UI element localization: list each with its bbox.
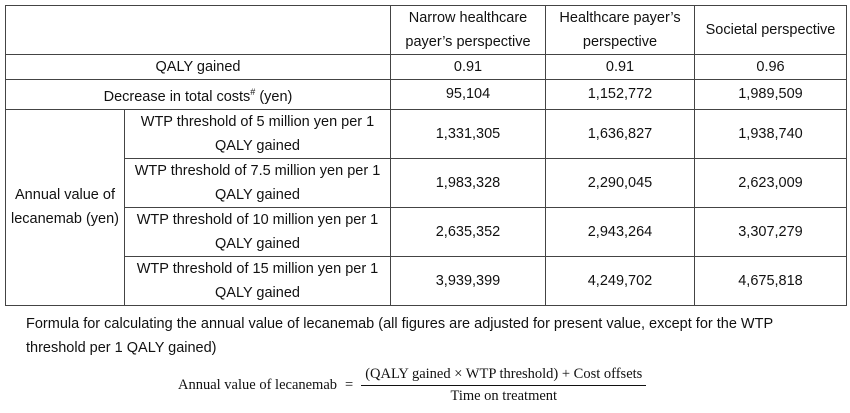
qaly-row: QALY gained 0.91 0.91 0.96 (5, 54, 847, 80)
qaly-value: 0.91 (390, 54, 546, 80)
cost-row: Decrease in total costs# (yen) 95,104 1,… (5, 79, 847, 110)
wtp-label: WTP threshold of 5 million yen per 1 QAL… (124, 108, 391, 159)
cost-label-unit: (yen) (255, 88, 293, 105)
wtp-value: 2,623,009 (694, 157, 847, 208)
wtp-label: WTP threshold of 7.5 million yen per 1 Q… (124, 157, 391, 208)
qaly-value: 0.96 (694, 54, 847, 80)
wtp-value: 3,939,399 (390, 255, 546, 306)
wtp-value: 2,290,045 (545, 157, 695, 208)
wtp-value: 2,635,352 (390, 206, 546, 257)
formula-equals: = (345, 377, 354, 393)
formula-fraction: (QALY gained × WTP threshold) + Cost off… (361, 366, 647, 405)
qaly-label: QALY gained (5, 54, 391, 80)
header-empty-cell (5, 5, 391, 55)
wtp-value: 4,675,818 (694, 255, 847, 306)
formula-lhs: Annual value of lecanemab (178, 377, 338, 393)
header-narrow-payer: Narrow healthcare payer’s perspective (390, 5, 546, 55)
wtp-label: WTP threshold of 10 million yen per 1 QA… (124, 206, 391, 257)
cost-label-text: Decrease in total costs (103, 88, 251, 105)
wtp-row: WTP threshold of 7.5 million yen per 1 Q… (6, 157, 847, 208)
wtp-value: 1,331,305 (390, 108, 546, 159)
header-societal: Societal perspective (694, 5, 847, 55)
header-row: Narrow healthcare payer’s perspective He… (5, 5, 847, 55)
wtp-row: Annual value of lecanemab (yen) WTP thre… (5, 108, 847, 306)
formula: Annual value of lecanemab = (QALY gained… (178, 366, 647, 405)
formula-denominator: Time on treatment (450, 388, 558, 404)
formula-numerator: (QALY gained × WTP threshold) + Cost off… (361, 366, 647, 386)
value-table: Narrow healthcare payer’s perspective He… (5, 5, 847, 306)
wtp-value: 4,249,702 (545, 255, 695, 306)
cost-value: 1,152,772 (545, 79, 695, 110)
formula-note: Formula for calculating the annual value… (26, 316, 773, 356)
cost-value: 1,989,509 (694, 79, 847, 110)
annual-value-group-label: Annual value of lecanemab (yen) (5, 108, 125, 306)
wtp-value: 3,307,279 (694, 206, 847, 257)
wtp-row: WTP threshold of 10 million yen per 1 QA… (6, 206, 847, 257)
qaly-value: 0.91 (545, 54, 695, 80)
wtp-value: 2,943,264 (545, 206, 695, 257)
wtp-row: WTP threshold of 15 million yen per 1 QA… (6, 255, 847, 306)
wtp-value: 1,938,740 (694, 108, 847, 159)
wtp-label: WTP threshold of 15 million yen per 1 QA… (124, 255, 391, 306)
cost-label: Decrease in total costs# (yen) (5, 79, 391, 110)
cost-value: 95,104 (390, 79, 546, 110)
wtp-value: 1,636,827 (545, 108, 695, 159)
wtp-value: 1,983,328 (390, 157, 546, 208)
cost-label-footnote-mark: # (250, 87, 256, 97)
header-payer: Healthcare payer’s perspective (545, 5, 695, 55)
